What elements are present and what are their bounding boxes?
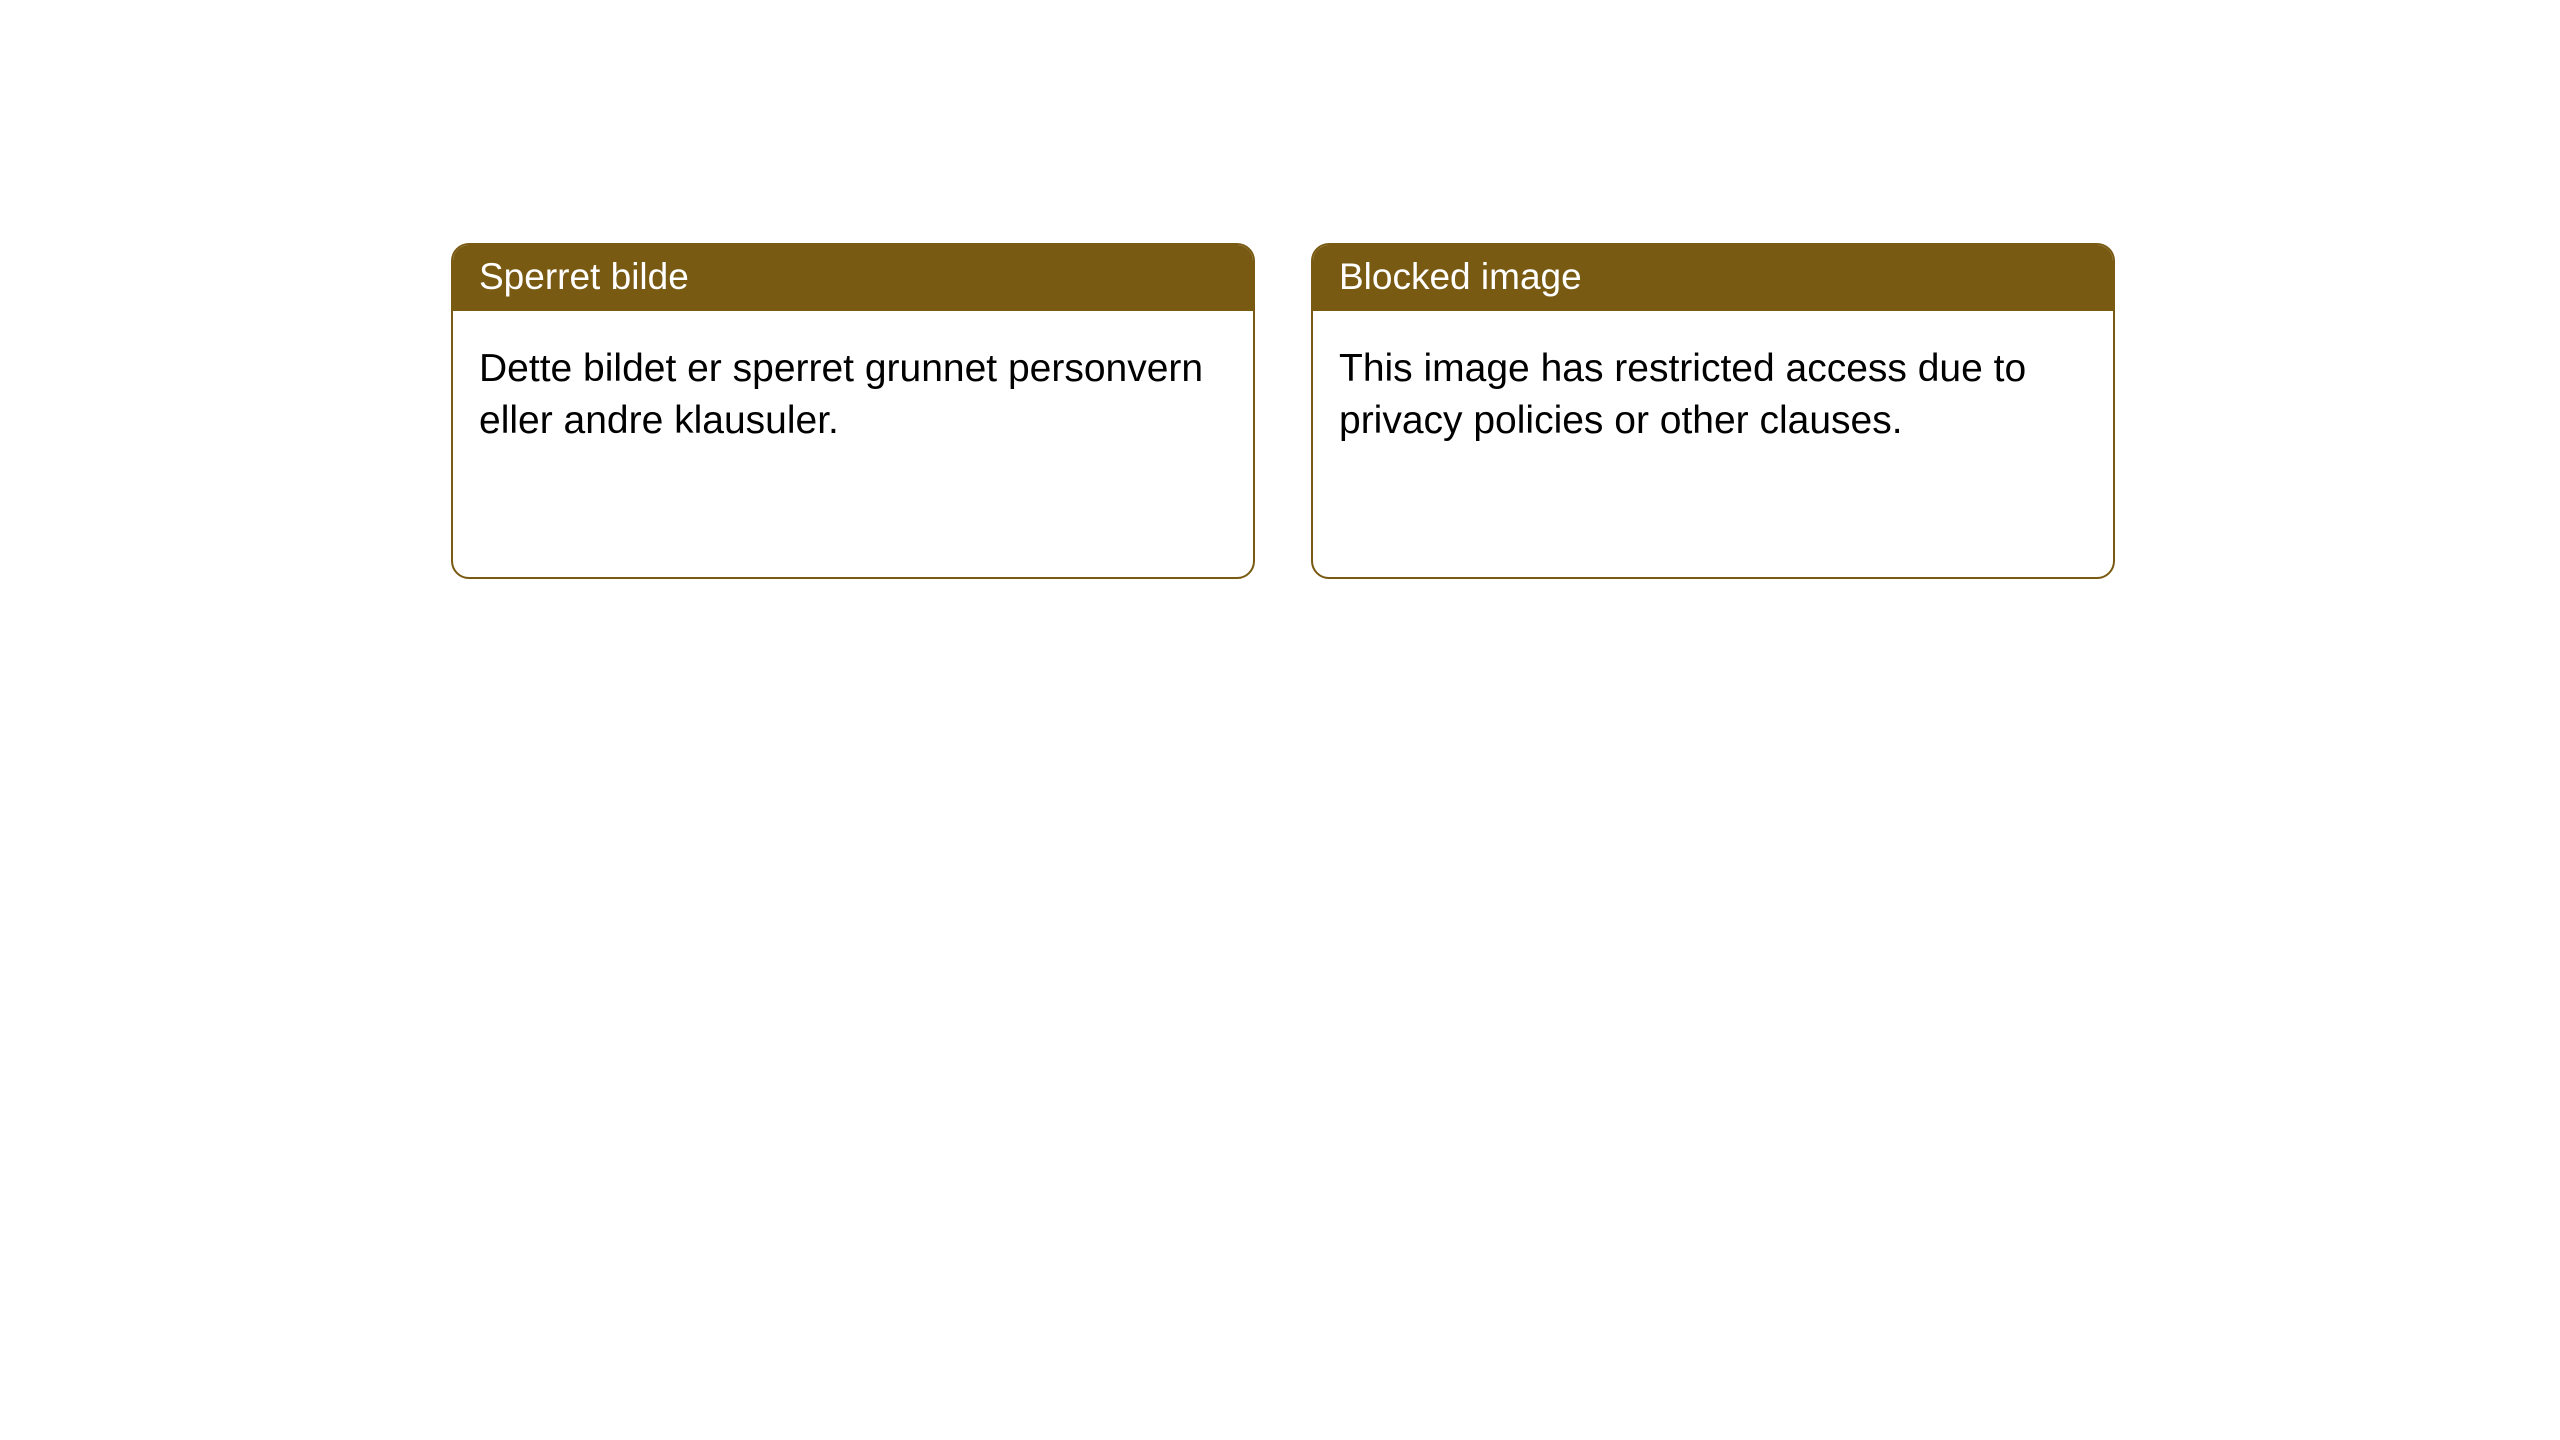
notice-header-norwegian: Sperret bilde [453,245,1253,311]
notice-body-english: This image has restricted access due to … [1313,311,2113,478]
notice-box-norwegian: Sperret bilde Dette bildet er sperret gr… [451,243,1255,579]
notice-box-english: Blocked image This image has restricted … [1311,243,2115,579]
notice-container: Sperret bilde Dette bildet er sperret gr… [0,0,2560,579]
notice-body-norwegian: Dette bildet er sperret grunnet personve… [453,311,1253,478]
notice-header-english: Blocked image [1313,245,2113,311]
